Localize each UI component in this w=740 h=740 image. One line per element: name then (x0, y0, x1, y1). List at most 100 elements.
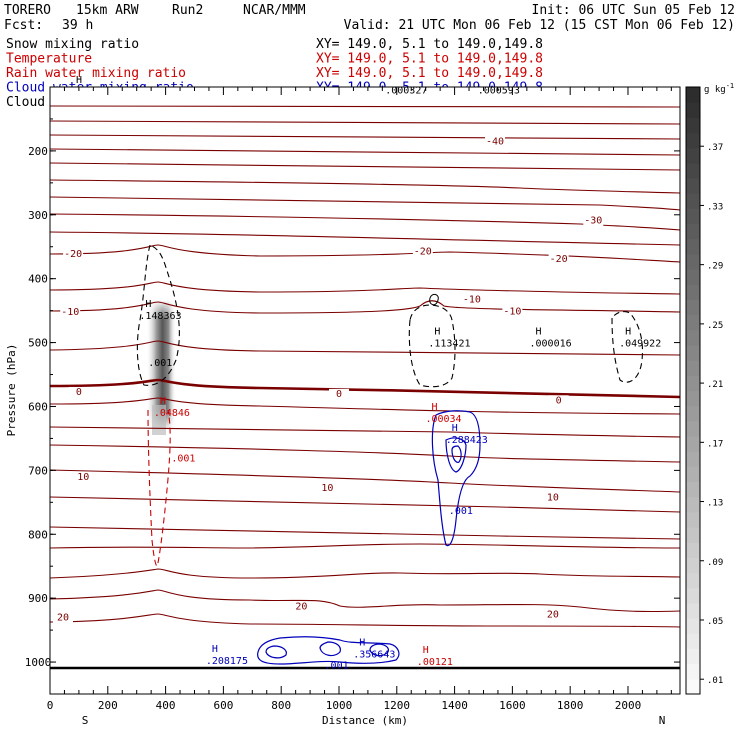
extremum-marker: H (434, 326, 440, 337)
temperature-label: -20 (414, 246, 432, 257)
colorbar-segment (686, 253, 700, 270)
colorbar-segment (686, 572, 700, 589)
temperature-label-bg (542, 492, 563, 504)
overlap-label: H (76, 75, 82, 86)
legend-entry-xy: XY= 149.0, 5.1 to 149.0,149.8 (316, 37, 543, 52)
extremum-value: .049922 (619, 338, 661, 349)
extremum-marker: H (160, 396, 166, 407)
model-name: TORERO (4, 3, 51, 18)
colorbar-tick-label: .37 (707, 143, 723, 153)
extremum-value: .04846 (154, 408, 190, 419)
contour-value-label: .001 (449, 506, 473, 517)
extremum-value: .000016 (530, 338, 572, 349)
colorbar-segment (686, 178, 700, 194)
colorbar-segment (686, 648, 700, 665)
colorbar-segment (686, 405, 700, 422)
legend-entry-name: Temperature (6, 52, 92, 67)
x-tick-label: 1800 (557, 699, 584, 712)
y-tick-label: 1000 (25, 656, 52, 669)
contour-value-label: .001 (325, 660, 349, 671)
extremum-marker: H (536, 326, 542, 337)
colorbar-segment (686, 436, 700, 452)
cloud-ice-contours (429, 293, 439, 306)
extremum-marker: H (359, 638, 365, 649)
overlap-label-layer: .000327 .000593 H (76, 75, 520, 96)
temperature-label-bg (548, 254, 569, 266)
temperature-label-bg (412, 246, 433, 258)
temperature-label-bg (60, 307, 81, 319)
temperature-label-bg (548, 395, 569, 407)
y-tick-label: 900 (28, 592, 48, 605)
temperature-label: 0 (76, 387, 82, 398)
colorbar-segment (686, 162, 700, 179)
y-tick-label: 400 (28, 273, 48, 286)
forecast-label: Fcst: (4, 18, 43, 33)
colorbar-tick-label: .33 (707, 202, 723, 212)
colorbar-segment (686, 587, 700, 604)
colorbar-segment (686, 147, 700, 164)
colorbar-segment (686, 602, 700, 619)
temperature-label-bg (583, 215, 604, 227)
extremum-value: .148363 (139, 311, 181, 322)
x-tick-label: 1000 (326, 699, 353, 712)
legend-entry-xy: XY= 149.0, 5.1 to 149.0,149.8 (316, 66, 543, 81)
temperature-label: 20 (57, 613, 69, 624)
plot-frame (49, 86, 681, 695)
colorbar-segment (686, 344, 700, 361)
colorbar-segment (686, 375, 700, 391)
temperature-label-bg (291, 601, 312, 613)
x-tick-label: 1600 (499, 699, 526, 712)
colorbar-segment (686, 132, 700, 149)
colorbar-tick-label: .29 (707, 262, 723, 272)
extremum-value: .113421 (428, 338, 470, 349)
contour-value-label: .001 (171, 453, 195, 464)
colorbar-tick-label: .01 (707, 676, 723, 686)
colorbar-tick-label: .21 (707, 380, 723, 390)
x-tick-label: 600 (213, 699, 233, 712)
colorbar-segment (686, 633, 700, 649)
temperature-label: 10 (547, 492, 559, 503)
x-tick-label: 400 (156, 699, 176, 712)
extremum-marker: H (452, 423, 458, 434)
extremum-value: .288423 (446, 435, 488, 446)
colorbar-segment (686, 238, 700, 255)
x-tick-label: 1200 (384, 699, 411, 712)
temperature-label: 20 (547, 609, 559, 620)
colorbar-segment (686, 329, 700, 346)
snow-contours (136, 244, 644, 388)
colorbar-segment (686, 102, 700, 118)
contour-value-label: .001 (148, 358, 172, 369)
temperature-label: 20 (295, 602, 307, 613)
colorbar-segment (686, 208, 700, 225)
y-tick-label: 600 (28, 400, 48, 413)
plot-area: -40-30-20 -20-20-10 -10-100 00101010202020 … (49, 75, 681, 695)
x-tick-label: 0 (47, 699, 54, 712)
x-axis-north-label: N (659, 714, 666, 727)
temperature-label: 10 (77, 472, 89, 483)
colorbar-segment (686, 223, 700, 240)
extremum-value: .00034 (425, 414, 461, 425)
extremum-value: .208175 (206, 656, 248, 667)
colorbar-segment (686, 527, 700, 543)
colorbar-segment (686, 360, 700, 376)
x-axis-label: Distance (km) (322, 714, 408, 727)
overlap-label: .000327 (385, 85, 427, 96)
colorbar-segment (686, 557, 700, 574)
colorbar-tick-label: .25 (707, 321, 723, 331)
legend-entry-name: Snow mixing ratio (6, 37, 139, 52)
colorbar-segment (686, 618, 700, 634)
temperature-label-layer: -40 -30 -20 -20 -20 -10 -10 -10 0 0 0 10 10 10 20 20 20 (53, 136, 604, 624)
temperature-label-bg (542, 609, 563, 621)
colorbar-segment (686, 678, 700, 695)
temperature-label: -30 (584, 216, 602, 227)
colorbar-tick-label: .17 (707, 439, 723, 449)
contour-value-label-layer: .001 .001 .001 .001 (148, 358, 473, 671)
colorbar-segment (686, 193, 700, 209)
valid-time: Valid: 21 UTC Mon 06 Feb 12 (15 CST Mon … (344, 18, 735, 33)
temperature-label-bg (502, 306, 523, 318)
colorbar-tick-label: .09 (707, 558, 723, 568)
colorbar-segment (686, 299, 700, 316)
resolution-label: 15km ARW (76, 3, 139, 18)
temperature-label: 10 (321, 483, 333, 494)
